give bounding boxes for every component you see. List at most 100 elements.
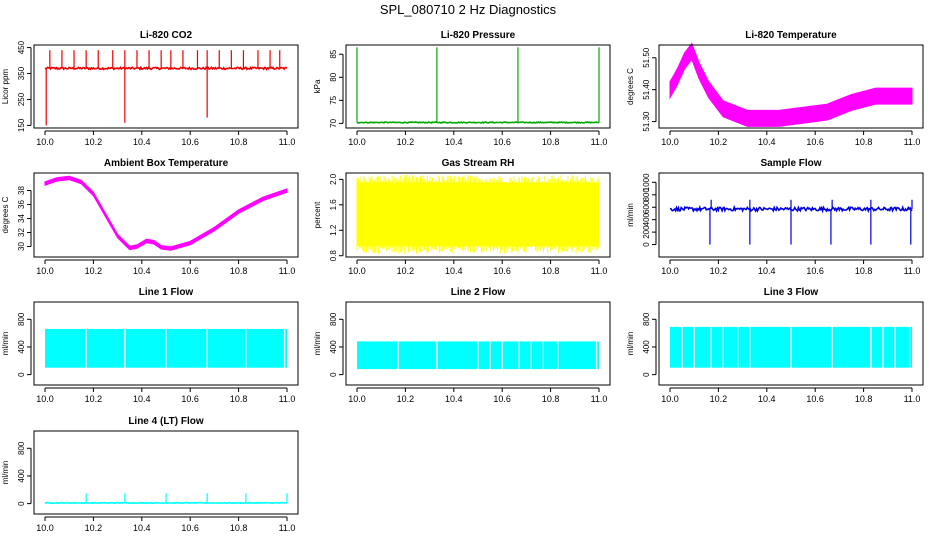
plot-frame <box>33 301 299 386</box>
y-axis-label: ml/min <box>626 332 635 356</box>
x-axis: 10.0 10.2 10.4 10.6 10.8 11.0 <box>36 387 296 404</box>
x-tick-label: 10.0 <box>36 266 54 276</box>
x-tick-label: 11.0 <box>904 266 921 276</box>
chart-line-1-flow: Line 1 Flow ml/min 10.0 10.2 10.4 10.6 10.8 11.… <box>1 287 299 404</box>
y-tick-label: 1.6 <box>329 199 338 211</box>
y-tick-label: 600 <box>642 200 651 214</box>
x-tick-label: 10.6 <box>181 266 199 276</box>
chart-title: Ambient Box Temperature <box>104 158 229 169</box>
chart-title: Li-820 Temperature <box>745 30 837 41</box>
y-tick-label: 51.40 <box>642 79 651 100</box>
chart-sample-flow: Sample Flow ml/min 10.0 10.2 10.4 10.6 10.8 11.… <box>626 158 924 276</box>
x-axis: 10.0 10.2 10.4 10.6 10.8 11.0 <box>661 387 920 404</box>
x-tick-label: 10.2 <box>85 394 103 404</box>
x-tick-label: 10.8 <box>855 137 873 147</box>
y-axis: 0 400 800 <box>329 312 344 377</box>
x-tick-label: 11.0 <box>904 137 921 147</box>
y-tick-label: 400 <box>642 340 651 354</box>
series-line <box>44 501 288 505</box>
y-axis: 30 32 34 36 38 <box>17 186 32 251</box>
y-tick-label: 250 <box>17 92 26 106</box>
chart-li-820-pressure: Li-820 Pressure kPa 10.0 10.2 10.4 10.6 10.8 11… <box>313 30 611 147</box>
x-tick-label: 10.6 <box>806 137 824 147</box>
series-gas-stream-rh <box>356 175 600 254</box>
y-axis: 0 400 800 <box>17 441 32 506</box>
x-tick-label: 10.6 <box>493 137 511 147</box>
chart-gas-stream-rh: Gas Stream RH percent 10.0 10.2 10.4 10.6 10.8… <box>313 158 611 276</box>
y-tick-label: 150 <box>17 118 26 132</box>
y-tick-label: 32 <box>17 228 26 237</box>
chart-title: Li-820 CO2 <box>140 30 193 41</box>
y-tick-label: 1000 <box>642 173 651 191</box>
chart-title: Gas Stream RH <box>442 158 515 169</box>
series-ambient-box-temperature <box>44 175 288 251</box>
y-axis: 0.8 1.2 1.6 2.0 <box>329 173 344 261</box>
x-axis: 10.0 10.2 10.4 10.6 10.8 11.0 <box>661 130 921 147</box>
y-axis-label: degrees C <box>626 68 635 105</box>
y-tick-label: 80 <box>329 72 338 81</box>
y-axis: 0 400 800 <box>642 312 657 377</box>
x-tick-label: 10.0 <box>348 137 366 147</box>
y-axis-label: ml/min <box>313 332 322 356</box>
x-tick-label: 10.4 <box>445 394 463 404</box>
series-line-4-lt-flow <box>44 493 288 505</box>
series-band <box>44 175 288 251</box>
x-tick-label: 11.0 <box>591 137 608 147</box>
y-tick-label: 800 <box>642 188 651 202</box>
y-tick-label: 800 <box>17 441 26 455</box>
plot-frame <box>345 301 611 386</box>
y-tick-label: 75 <box>329 95 338 104</box>
x-tick-label: 10.2 <box>710 137 728 147</box>
plot-frame <box>345 172 611 258</box>
x-tick-label: 10.6 <box>806 394 824 404</box>
x-tick-label: 10.2 <box>397 137 415 147</box>
x-tick-label: 10.2 <box>397 394 415 404</box>
y-tick-label: 51.30 <box>642 111 651 132</box>
x-tick-label: 10.8 <box>230 523 248 533</box>
x-tick-label: 10.8 <box>230 137 248 147</box>
plot-frame <box>658 301 924 386</box>
x-tick-label: 11.0 <box>279 266 296 276</box>
x-tick-label: 10.4 <box>758 394 776 404</box>
plot-frame <box>33 430 299 515</box>
x-tick-label: 10.6 <box>181 523 199 533</box>
chart-title: Line 2 Flow <box>451 287 506 298</box>
series-line-2-flow <box>357 340 599 371</box>
x-axis: 10.0 10.2 10.4 10.6 10.8 11.0 <box>36 130 296 147</box>
page-title: SPL_080710 2 Hz Diagnostics <box>379 2 557 17</box>
x-tick-label: 10.4 <box>445 137 463 147</box>
chart-title: Line 3 Flow <box>764 287 819 298</box>
y-tick-label: 0 <box>329 372 338 377</box>
x-tick-label: 10.6 <box>181 394 199 404</box>
y-tick-label: 400 <box>17 469 26 483</box>
x-tick-label: 10.8 <box>542 394 560 404</box>
plot-frame <box>33 172 299 258</box>
plot-frame <box>33 44 299 129</box>
x-axis: 10.0 10.2 10.4 10.6 10.8 11.0 <box>348 259 607 276</box>
x-tick-label: 10.0 <box>661 266 679 276</box>
chart-title: Sample Flow <box>760 158 821 169</box>
x-tick-label: 10.0 <box>36 523 54 533</box>
series-li-820-temperature <box>669 42 913 127</box>
x-tick-label: 11.0 <box>279 137 296 147</box>
y-axis-label: ml/min <box>1 332 10 356</box>
x-tick-label: 10.2 <box>85 523 103 533</box>
y-tick-label: 51.50 <box>642 47 651 68</box>
y-tick-label: 800 <box>642 312 651 326</box>
x-tick-label: 11.0 <box>279 394 296 404</box>
y-axis: 70 75 80 85 <box>329 49 344 128</box>
x-tick-label: 10.6 <box>493 394 511 404</box>
x-tick-label: 10.4 <box>133 266 151 276</box>
y-axis: 51.30 51.40 51.50 <box>642 47 657 132</box>
x-tick-label: 10.2 <box>710 266 728 276</box>
series-line-3-flow <box>670 325 912 369</box>
y-tick-label: 450 <box>17 40 26 54</box>
x-tick-label: 10.8 <box>542 266 560 276</box>
x-tick-label: 10.0 <box>661 137 679 147</box>
y-tick-label: 36 <box>17 200 26 209</box>
